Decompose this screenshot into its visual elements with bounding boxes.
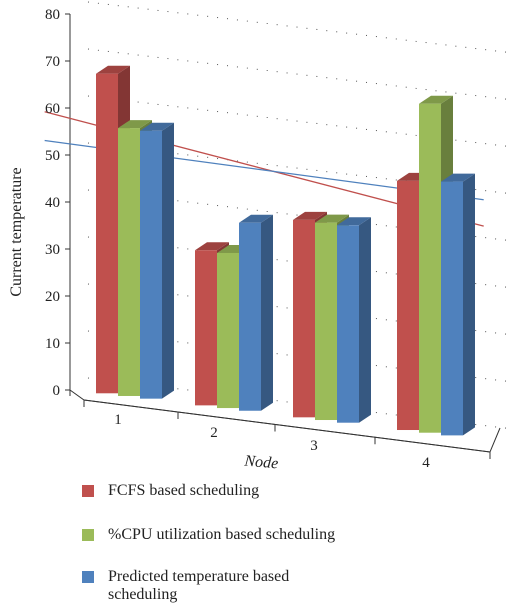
y-tick-label-50: 50 xyxy=(45,148,60,164)
y-tick-label-80: 80 xyxy=(45,7,60,23)
bar-front xyxy=(397,180,419,431)
y-tick-label-70: 70 xyxy=(45,54,60,70)
legend-swatch-fcfs xyxy=(82,485,94,497)
bar-front xyxy=(140,130,162,399)
bar-side xyxy=(261,214,273,411)
bar-front xyxy=(239,222,261,411)
gridline-80 xyxy=(87,1,511,54)
y-tick-label-60: 60 xyxy=(45,101,60,117)
y-tick-label-0: 0 xyxy=(53,383,61,399)
axes xyxy=(65,13,501,459)
bar-chart: 0 10 20 30 40 50 60 70 80 1 2 3 4 Current temperatu… xyxy=(8,1,511,470)
bar-top xyxy=(441,173,475,182)
bar-top xyxy=(293,211,327,220)
x-tick-label-2: 2 xyxy=(210,425,218,441)
bar-front xyxy=(419,103,441,433)
bar-top xyxy=(239,214,273,223)
bar-front xyxy=(441,181,463,436)
bar-front xyxy=(118,128,140,396)
bar-front xyxy=(96,73,118,394)
y-tick-labels: 0 10 20 30 40 50 60 70 80 xyxy=(45,7,60,399)
bar-front xyxy=(293,219,315,418)
legend-item-cpu: %CPU utilization based scheduling xyxy=(82,526,338,544)
bar-front xyxy=(217,252,239,409)
legend-item-fcfs: FCFS based scheduling xyxy=(82,482,338,500)
legend-label-predicted: Predicted temperature based scheduling xyxy=(108,568,290,603)
bar-front xyxy=(195,250,217,406)
bar-side xyxy=(162,122,174,399)
bars xyxy=(96,65,475,436)
bar-top xyxy=(96,65,130,74)
bar-2-2 xyxy=(337,217,371,423)
legend-swatch-predicted xyxy=(82,571,94,583)
x-tick-label-3: 3 xyxy=(310,438,318,454)
bar-top xyxy=(419,95,453,104)
bar-1-2 xyxy=(239,214,273,411)
gridline-60 xyxy=(87,95,511,148)
bar-top xyxy=(315,214,349,223)
x-tick-label-4: 4 xyxy=(422,455,430,470)
x-axis-line xyxy=(83,399,491,453)
bar-front xyxy=(315,222,337,421)
bar-top xyxy=(140,122,174,131)
gridline-70 xyxy=(87,48,511,101)
bar-top xyxy=(337,217,371,226)
legend-item-predicted: Predicted temperature based scheduling xyxy=(82,568,338,604)
x-tick-labels: 1 2 3 4 xyxy=(114,412,430,470)
y-tick-label-10: 10 xyxy=(45,336,60,352)
bar-3-2 xyxy=(441,173,475,436)
legend-swatch-cpu xyxy=(82,529,94,541)
bar-side xyxy=(359,217,371,423)
legend-label-cpu: %CPU utilization based scheduling xyxy=(108,526,336,543)
y-tick-label-30: 30 xyxy=(45,242,60,258)
y-tick-label-40: 40 xyxy=(45,195,60,211)
bar-0-2 xyxy=(140,122,174,399)
legend-label-fcfs: FCFS based scheduling xyxy=(108,482,260,499)
x-tick-label-1: 1 xyxy=(114,412,122,428)
x-axis-title: Node xyxy=(243,452,279,470)
y-axis-title: Current temperature xyxy=(8,167,25,296)
y-tick-label-20: 20 xyxy=(45,289,60,305)
bar-top xyxy=(195,242,229,251)
bar-front xyxy=(337,225,359,423)
bar-side xyxy=(463,173,475,436)
bar-top xyxy=(118,120,152,129)
